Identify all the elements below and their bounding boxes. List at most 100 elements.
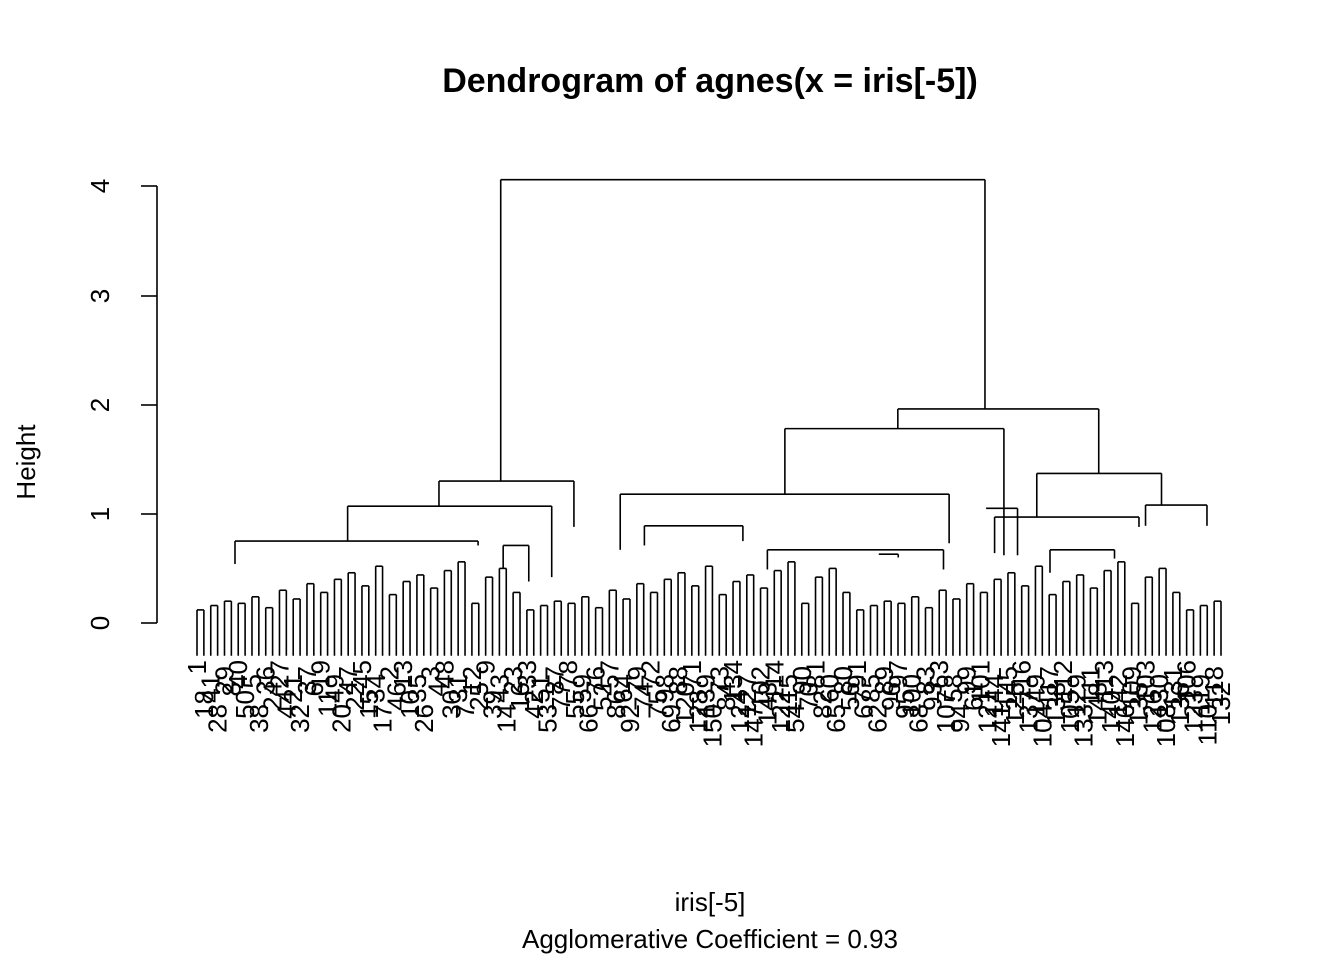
leaf-label: 81 bbox=[801, 660, 831, 689]
y-tick-label-1: 1 bbox=[85, 507, 115, 521]
leaf-label: 119 bbox=[1185, 674, 1215, 715]
leaf-label: 74 bbox=[629, 682, 659, 711]
leaf-label: 60 bbox=[814, 674, 844, 703]
leaf-label: 27 bbox=[264, 660, 294, 689]
leaf-label: 30 bbox=[436, 690, 466, 719]
leaf-label: 34 bbox=[361, 674, 391, 703]
y-tick-label-2: 2 bbox=[85, 398, 115, 412]
leaf-label: 107 bbox=[931, 690, 961, 733]
leaf-label: 78 bbox=[553, 660, 583, 689]
y-tick-label-4: 4 bbox=[85, 179, 115, 193]
leaf-label: 123 bbox=[1179, 690, 1209, 733]
leaf-label: 39 bbox=[478, 690, 508, 719]
leaf-label: 101 bbox=[965, 660, 995, 703]
leaf-label: 46 bbox=[381, 682, 411, 711]
leaf-label: 36 bbox=[251, 666, 281, 695]
leaf-label: 98 bbox=[649, 674, 679, 703]
leaf-label: 131 bbox=[1158, 666, 1188, 709]
leaf-label: 88 bbox=[663, 666, 693, 695]
leaf-label: 48 bbox=[429, 660, 459, 689]
leaf-label: 44 bbox=[271, 690, 301, 719]
leaf-label: 23 bbox=[498, 666, 528, 695]
leaf-label: 138 bbox=[1041, 682, 1071, 725]
leaf-label: 77 bbox=[546, 682, 576, 711]
leaf-label: 3 bbox=[416, 666, 446, 680]
leaf-label: 104 bbox=[1027, 704, 1057, 747]
leaf-label: 42 bbox=[519, 690, 549, 719]
leaf-label: 121 bbox=[972, 690, 1002, 733]
leaf-label: 1 bbox=[182, 660, 212, 674]
leaf-label: 6 bbox=[299, 682, 329, 696]
leaf-label: 95 bbox=[890, 690, 920, 719]
leaf-label: 67 bbox=[849, 690, 879, 719]
leaf-label: 11 bbox=[313, 690, 343, 717]
leaf-label: 114 bbox=[759, 660, 789, 701]
leaf-label: 140 bbox=[1096, 690, 1126, 733]
leaf-label: 132 bbox=[1206, 682, 1236, 725]
leaf-label: 102 bbox=[746, 666, 776, 709]
leaf-label: 12 bbox=[457, 666, 487, 695]
leaf-label: 57 bbox=[594, 660, 624, 689]
leaf-label: 135 bbox=[1124, 682, 1154, 725]
leaf-label: 82 bbox=[807, 690, 837, 719]
leaf-label: 71 bbox=[677, 660, 707, 689]
leaf-label: 14 bbox=[491, 704, 521, 733]
leaf-label: 127 bbox=[732, 674, 762, 717]
y-tick-label-0: 0 bbox=[85, 616, 115, 630]
leaf-label: 87 bbox=[539, 666, 569, 695]
leaf-label: 63 bbox=[924, 660, 954, 689]
leaf-label: 70 bbox=[794, 682, 824, 711]
leaf-label: 100 bbox=[897, 674, 927, 717]
leaf-label: 33 bbox=[512, 660, 542, 689]
leaf-label: 58 bbox=[938, 674, 968, 703]
leaf-label: 41 bbox=[196, 674, 226, 703]
leaf-label: 29 bbox=[209, 666, 239, 695]
leaf-label: 72 bbox=[636, 660, 666, 689]
leaf-label: 147 bbox=[739, 704, 769, 747]
leaf-label: 15 bbox=[354, 690, 384, 719]
leaf-label: 24 bbox=[258, 682, 288, 711]
leaf-label: 28 bbox=[203, 704, 233, 733]
leaf-label: 129 bbox=[1062, 674, 1092, 717]
leaf-label: 144 bbox=[979, 674, 1009, 717]
leaf-label: 59 bbox=[567, 674, 597, 703]
leaf-labels: 1184128298405053836242744213237619114920… bbox=[182, 660, 1236, 747]
leaf-label: 75 bbox=[642, 690, 672, 719]
leaf-label: 134 bbox=[718, 660, 748, 703]
leaf-label: 47 bbox=[333, 666, 363, 695]
leaf-label: 40 bbox=[223, 660, 253, 689]
leaf-label: 37 bbox=[292, 666, 322, 695]
leaf-label: 68 bbox=[904, 704, 934, 733]
leaf-label: 56 bbox=[835, 682, 865, 711]
leaf-label: 21 bbox=[278, 674, 308, 703]
leaf-label: 150 bbox=[697, 704, 727, 747]
leaf-label: 97 bbox=[883, 660, 913, 689]
leaf-label: 16 bbox=[505, 682, 535, 711]
leaf-label: 108 bbox=[1151, 704, 1181, 747]
leaf-label: 55 bbox=[560, 690, 590, 719]
leaf-label: 38 bbox=[244, 704, 274, 733]
y-tick-label-3: 3 bbox=[85, 289, 115, 303]
y-axis: 0 1 2 3 4 Height bbox=[11, 179, 158, 630]
leaf-label: 85 bbox=[856, 674, 886, 703]
leaf-label: 25 bbox=[464, 682, 494, 711]
leaf-label: 145 bbox=[993, 666, 1023, 709]
leaf-label: 128 bbox=[684, 690, 714, 733]
leaf-label: 91 bbox=[842, 660, 872, 689]
leaf-label: 49 bbox=[319, 674, 349, 703]
leaf-label: 65 bbox=[821, 704, 851, 733]
leaf-label: 61 bbox=[959, 682, 989, 711]
leaf-label: 51 bbox=[526, 674, 556, 703]
leaf-label: 106 bbox=[1172, 660, 1202, 703]
leaf-label: 137 bbox=[1014, 690, 1044, 733]
leaf-label: 9 bbox=[471, 660, 501, 674]
leaf-label: 125 bbox=[1000, 682, 1030, 725]
leaf-label: 10 bbox=[395, 690, 425, 719]
leaf-label: 31 bbox=[443, 674, 473, 703]
leaf-label: 45 bbox=[347, 660, 377, 689]
leaf-label: 89 bbox=[869, 666, 899, 695]
leaf-label: 7 bbox=[450, 704, 480, 718]
leaf-label: 66 bbox=[574, 704, 604, 733]
leaf-label: 117 bbox=[1034, 666, 1064, 707]
leaf-label: 76 bbox=[581, 666, 611, 695]
